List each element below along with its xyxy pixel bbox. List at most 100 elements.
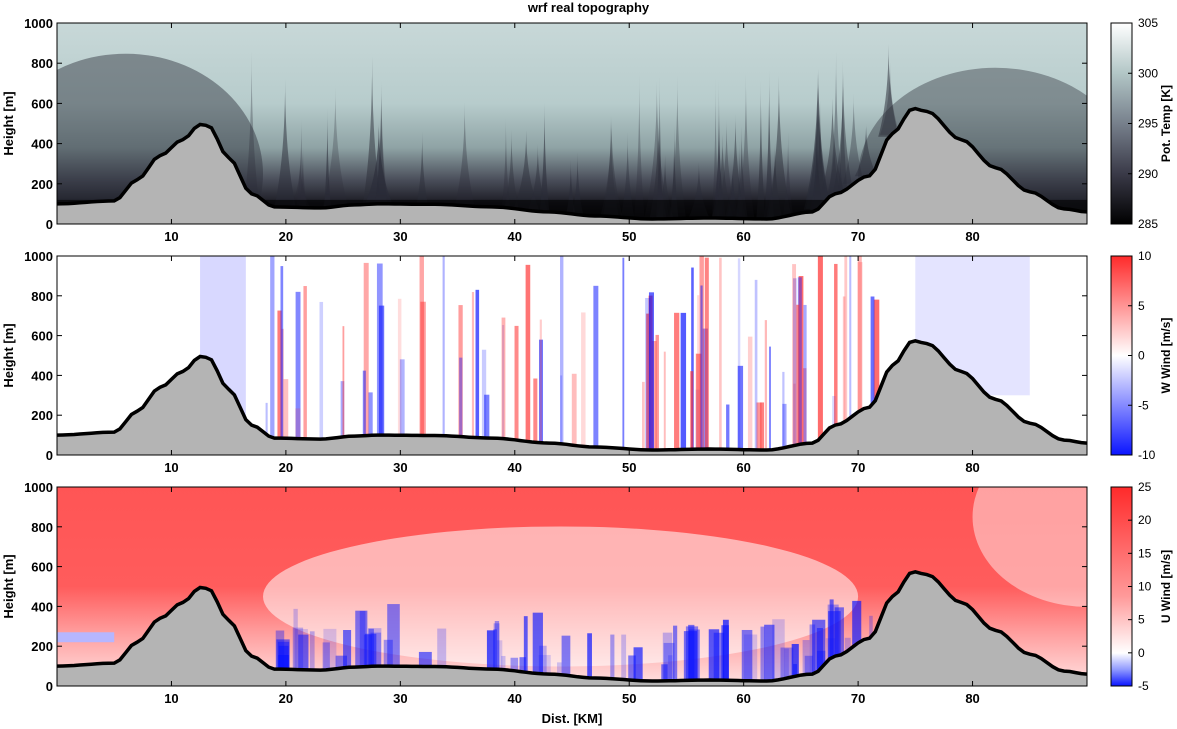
w-stripe [737,258,741,450]
y-tick-label: 800 [31,520,53,535]
y-tick-label: 0 [46,679,53,694]
u-reversal-patch [661,664,668,681]
theta-plume [501,115,510,208]
colorbar-tick-label: 10 [1138,580,1152,594]
u-reversal-patch [764,624,775,682]
x-tick-label: 10 [164,229,178,244]
w-stripe [737,365,744,450]
w-stripe [363,262,369,436]
w-stripe [719,257,722,450]
x-tick-label: 60 [736,229,750,244]
x-tick-label: 80 [965,691,979,706]
u-reversal-patch [621,634,627,680]
panel-3: 10 20 30 40 50 60 70 8002004006008001000Height … [1,480,1173,726]
u-reversal-patch [844,637,851,653]
y-tick-label: 400 [31,137,53,152]
theta-plume [245,51,259,194]
u-reversal-patch [323,628,337,671]
theta-plume [812,100,828,208]
u-reversal-patch [437,628,447,667]
theta-plume [296,116,307,208]
u-reversal-patch [486,630,495,670]
w-stripe [782,371,785,449]
x-tick-label: 30 [393,229,407,244]
axes-frame [56,22,1088,225]
w-stripe [502,325,505,439]
w-stripe [782,403,787,449]
y-axis-label: Height [m] [1,323,16,387]
w-stripe [295,291,301,439]
y-tick-label: 0 [46,217,53,232]
theta-plume [766,75,792,218]
theta-plume [735,126,748,219]
theta-plume [820,98,845,195]
theta-plume [656,76,664,219]
u-reversal-patch [802,640,810,675]
u-reversal-patch [869,615,873,639]
w-stripe [655,334,659,451]
u-reversal-patch [368,628,374,667]
y-tick-label: 600 [31,96,53,111]
u-reversal-patch [662,632,673,681]
y-tick-label: 600 [31,560,53,575]
x-tick-label: 70 [851,229,865,244]
w-stripe [695,353,702,450]
u-reversal-patch [418,651,432,667]
x-tick-label: 70 [851,460,865,475]
w-stripe [368,392,373,436]
x-tick-label: 80 [965,229,979,244]
w-stripe [870,296,875,407]
theta-plume [811,119,823,211]
u-reversal-patch [383,639,393,667]
w-stripe [303,286,307,439]
y-tick-label: 400 [31,368,53,383]
w-stripe [756,402,762,450]
w-stripe [849,256,852,419]
theta-plume [298,146,308,208]
w-stripe [764,320,767,451]
u-reversal-patch [387,604,400,667]
w-stripe [704,257,709,450]
theta-plume [290,157,311,208]
x-tick-label: 50 [622,229,636,244]
u-reversal-patch [772,619,785,681]
terrain-fill [57,571,1087,686]
w-stripe [747,336,753,450]
colorbar-label: Pot. Temp [K] [1159,85,1173,162]
colorbar-tick-label: -10 [1138,448,1156,462]
u-reversal-patch [275,630,285,670]
theta-plume [375,81,388,204]
u-reversal-patch [493,623,500,670]
theta-plume [571,152,584,215]
w-stripe [265,402,268,434]
w-stripe [539,319,542,443]
w-stripe [700,285,703,450]
x-tick-label: 40 [508,229,522,244]
w-stripe [832,395,836,427]
w-stripe [842,296,846,423]
u-reversal-patch [309,631,315,670]
w-stripe [533,378,538,443]
u-reversal-patch [791,643,799,678]
u-reversal-patch [557,662,562,675]
theta-plume [838,60,848,192]
u-reversal-patch [532,612,543,674]
w-stripe [295,408,301,439]
x-tick-label: 30 [393,460,407,475]
y-tick-label: 600 [31,329,53,344]
axes-frame [56,486,1088,687]
w-stripe [873,299,880,404]
theta-plume [603,115,619,217]
field-panel-1 [57,23,1087,224]
w-stripe [651,341,657,451]
x-tick-label: 70 [851,691,865,706]
w-stripe [475,289,480,438]
w-stripe [680,312,687,450]
theta-plume [842,93,865,184]
u-reversal-patch [610,634,615,679]
u-reversal-patch [852,600,862,648]
w-stripe [342,326,345,437]
theta-plume [375,85,388,204]
colorbar-tick-label: 300 [1138,66,1158,80]
